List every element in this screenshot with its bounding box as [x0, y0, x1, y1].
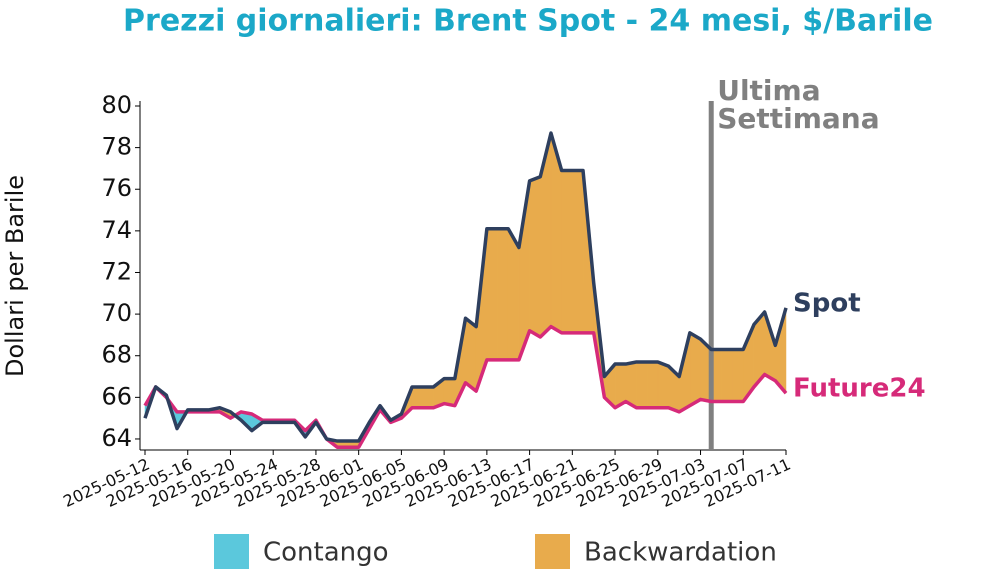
y-tick-label: 66 [101, 382, 132, 410]
fill-areas [144, 132, 787, 449]
spread-area [497, 228, 509, 361]
chart-title: Prezzi giornalieri: Brent Spot - 24 mesi… [123, 4, 933, 39]
spread-area [411, 386, 424, 409]
spread-area [507, 227, 520, 361]
series-label: Future24 [793, 374, 926, 404]
y-tick-label: 78 [101, 133, 132, 161]
y-tick-label: 72 [101, 257, 132, 285]
marker-label: Ultima [717, 74, 820, 107]
series-label: Spot [793, 288, 861, 318]
series-line [143, 131, 788, 443]
spread-area [657, 361, 669, 409]
y-tick-label: 74 [101, 216, 132, 244]
spread-area [422, 386, 434, 409]
y-tick-label: 68 [101, 341, 132, 369]
y-tick-label: 64 [101, 424, 132, 452]
marker-label: Settimana [717, 102, 879, 135]
spread-area [465, 317, 477, 392]
y-tick-label: 76 [101, 174, 132, 202]
spread-area [443, 378, 456, 406]
series-line [143, 324, 788, 450]
spread-area [529, 176, 541, 338]
spread-area [689, 332, 701, 407]
spread-area [572, 170, 584, 334]
y-tick-label: 80 [101, 91, 132, 119]
legend-swatch [214, 534, 249, 569]
y-tick-label: 70 [101, 299, 132, 327]
spread-area [561, 170, 573, 334]
spread-area [636, 361, 648, 409]
legend-label: Backwardation [584, 538, 777, 568]
spread-area [732, 349, 744, 402]
y-axis-label: Dollari per Barile [1, 175, 29, 377]
spread-area [721, 349, 733, 402]
legend-swatch [535, 534, 570, 569]
spread-area [486, 228, 498, 361]
spread-area [646, 361, 659, 409]
legend-label: Contango [263, 538, 389, 568]
